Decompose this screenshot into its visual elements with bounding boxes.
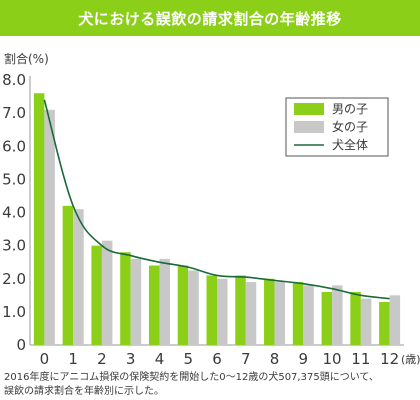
legend-label: 女の子 [332,119,368,134]
y-axis-label: 割合(%) [4,52,49,66]
bar-female [73,209,84,345]
bar-male [264,278,275,345]
bar-female [274,282,286,345]
bar-male [321,292,333,345]
x-tick-label: 10 [323,350,342,368]
x-tick-label: 4 [155,350,165,368]
x-tick-label: 9 [299,350,309,368]
bar-male [120,252,131,345]
x-tick-label: 11 [351,350,370,368]
footnote-line-1: 2016年度にアニコム損保の保険契約を開始した0〜12歳の犬507,375頭につ… [4,372,379,383]
bar-male [91,245,102,345]
bar-female [360,298,372,345]
y-tick-label: 5.0 [2,170,26,188]
legend-swatch [294,103,324,115]
bar-male [177,265,189,345]
bar-male [206,275,217,345]
bar-male [292,282,304,345]
legend-label: 男の子 [332,102,368,116]
chart-title: 犬における誤飲の請求割合の年齢推移 [78,9,342,28]
bar-male [148,265,160,345]
bar-female [217,278,228,345]
x-tick-label: 3 [126,350,136,368]
x-tick-label: 2 [97,350,107,368]
y-tick-label: 8.0 [2,71,26,89]
y-tick-label: 1.0 [2,303,26,321]
x-tick-label: 1 [68,350,78,368]
x-tick-label: 7 [241,350,251,368]
chart-title-band: 犬における誤飲の請求割合の年齢推移 [0,0,420,36]
bar-male [33,93,45,345]
bar-male [62,205,74,345]
bar-male [379,301,390,345]
y-tick-label: 2.0 [2,270,26,288]
x-tick-label: 12 [380,350,399,368]
bar-female [159,258,170,345]
bar-female [389,295,401,345]
x-tick-label: 5 [183,350,193,368]
x-axis-unit: (歳) [401,353,420,366]
bar-male [235,275,246,345]
x-tick-label: 0 [40,350,50,368]
bar-female [303,285,314,345]
bar-female [44,109,55,345]
bar-female [332,285,343,345]
line-all-dogs [43,99,390,300]
y-tick-label: 4.0 [2,204,26,222]
bar-female [188,270,199,345]
legend-swatch [294,121,324,133]
bar-female [245,282,257,345]
y-tick-label: 0 [16,336,26,354]
legend-label: 犬全体 [332,137,368,152]
x-tick-label: 6 [212,350,222,368]
y-tick-label: 7.0 [2,104,26,122]
y-tick-label: 6.0 [2,137,26,155]
chart-footnote: 2016年度にアニコム損保の保険契約を開始した0〜12歳の犬507,375頭につ… [4,371,416,399]
footnote-line-2: 誤飲の請求割合を年齢別に示した。 [4,386,164,397]
bar-female [130,258,142,345]
bar-male [350,292,361,345]
x-tick-label: 8 [270,350,280,368]
bar-female [101,240,113,345]
y-tick-label: 3.0 [2,237,26,255]
